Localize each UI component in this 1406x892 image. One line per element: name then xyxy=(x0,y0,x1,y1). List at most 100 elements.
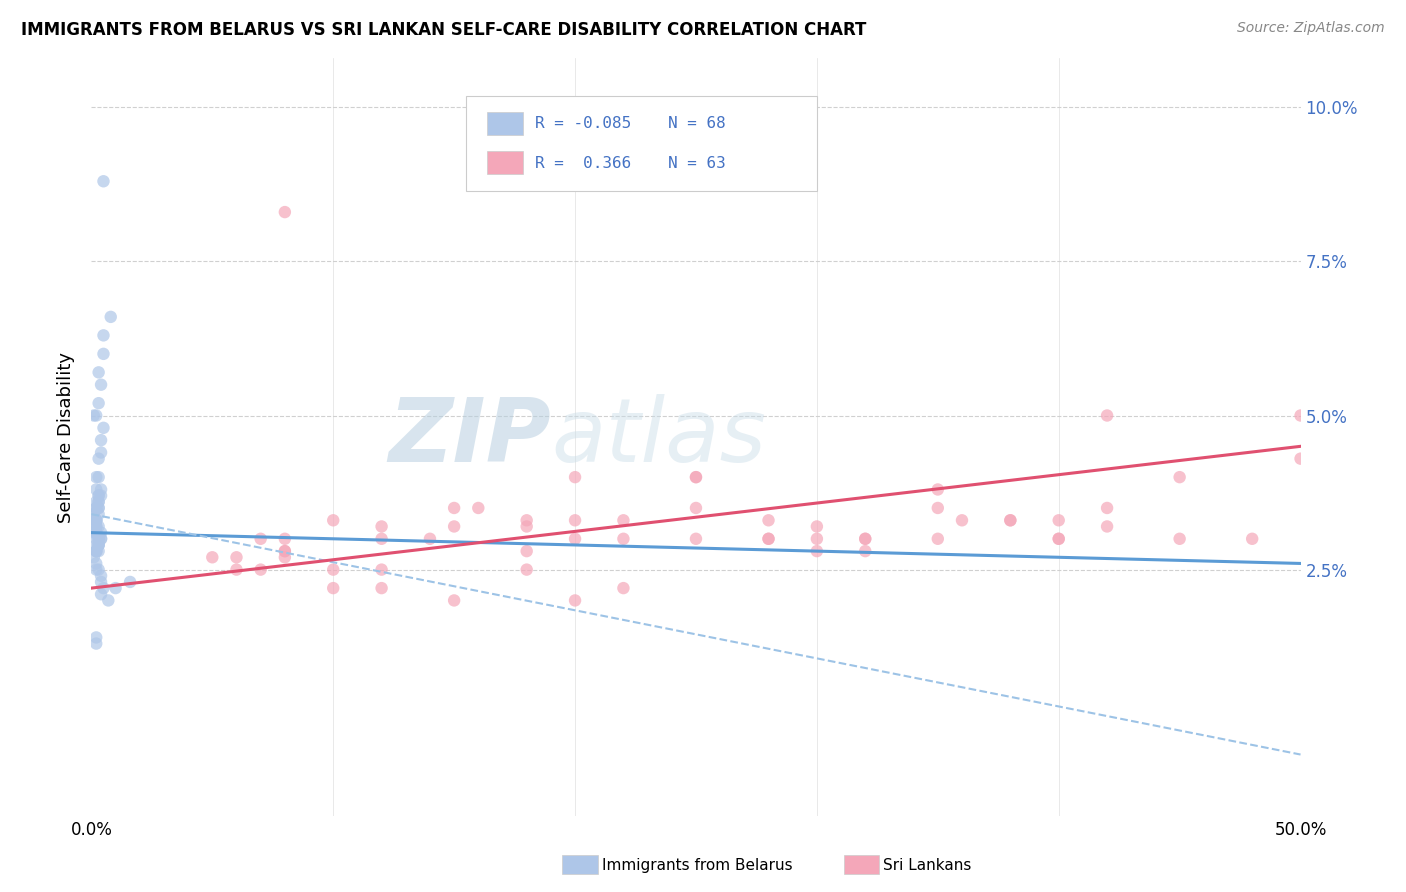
Point xyxy=(87,500,110,515)
Point xyxy=(853,544,876,558)
Point xyxy=(201,550,224,565)
Point xyxy=(84,532,107,546)
Point xyxy=(83,409,105,423)
Point xyxy=(516,544,538,558)
Point xyxy=(516,519,538,533)
Point xyxy=(927,532,949,546)
Point xyxy=(87,495,110,509)
Point xyxy=(1289,451,1312,466)
Bar xyxy=(486,152,523,174)
Point xyxy=(516,563,538,577)
Point xyxy=(84,538,107,552)
Point xyxy=(685,470,707,484)
Point xyxy=(685,470,707,484)
Point xyxy=(370,563,392,577)
Point xyxy=(87,507,110,521)
Point xyxy=(93,581,115,595)
Point xyxy=(564,532,586,546)
Point xyxy=(84,513,107,527)
Point xyxy=(1047,532,1070,546)
Point xyxy=(84,519,107,533)
Point xyxy=(927,483,949,497)
Point xyxy=(806,519,828,533)
Point xyxy=(90,489,112,503)
Point xyxy=(370,519,392,533)
Text: Immigrants from Belarus: Immigrants from Belarus xyxy=(602,858,793,872)
Point xyxy=(87,519,110,533)
Text: atlas: atlas xyxy=(551,394,766,480)
Point xyxy=(84,637,107,651)
Point xyxy=(758,532,780,546)
Point xyxy=(87,495,110,509)
Point xyxy=(87,451,110,466)
Point xyxy=(93,328,115,343)
Point xyxy=(443,519,465,533)
Point xyxy=(612,513,634,527)
Point xyxy=(87,489,110,503)
Point xyxy=(84,544,107,558)
Point xyxy=(274,544,297,558)
Point xyxy=(950,513,973,527)
Point xyxy=(467,500,489,515)
Point xyxy=(84,500,107,515)
Point xyxy=(1168,470,1191,484)
Point xyxy=(87,538,110,552)
Point xyxy=(322,581,344,595)
Point xyxy=(84,525,107,540)
Point xyxy=(90,377,112,392)
Point xyxy=(84,563,107,577)
Point xyxy=(93,347,115,361)
Point xyxy=(1095,409,1118,423)
Point xyxy=(87,470,110,484)
Point xyxy=(90,587,112,601)
Point xyxy=(758,513,780,527)
Point xyxy=(100,310,122,324)
Text: Sri Lankans: Sri Lankans xyxy=(883,858,972,872)
Text: Source: ZipAtlas.com: Source: ZipAtlas.com xyxy=(1237,21,1385,35)
Point xyxy=(84,631,107,645)
Point xyxy=(685,500,707,515)
Point xyxy=(83,507,105,521)
Point xyxy=(806,532,828,546)
Point xyxy=(83,507,105,521)
Point xyxy=(87,500,110,515)
Point xyxy=(90,445,112,459)
Point xyxy=(322,513,344,527)
Point xyxy=(1289,409,1312,423)
Text: IMMIGRANTS FROM BELARUS VS SRI LANKAN SELF-CARE DISABILITY CORRELATION CHART: IMMIGRANTS FROM BELARUS VS SRI LANKAN SE… xyxy=(21,21,866,38)
Point xyxy=(87,538,110,552)
Point xyxy=(853,532,876,546)
Point xyxy=(612,581,634,595)
Point xyxy=(564,593,586,607)
Point xyxy=(1047,532,1070,546)
Point xyxy=(93,174,115,188)
Point xyxy=(274,205,297,219)
Point xyxy=(443,500,465,515)
Point xyxy=(1000,513,1022,527)
Point xyxy=(370,532,392,546)
Point xyxy=(516,513,538,527)
Point xyxy=(84,483,107,497)
Text: R =  0.366: R = 0.366 xyxy=(536,156,631,171)
Point xyxy=(84,544,107,558)
Point xyxy=(90,532,112,546)
Point xyxy=(84,513,107,527)
Point xyxy=(87,365,110,379)
Point xyxy=(853,532,876,546)
Point xyxy=(97,593,120,607)
Point xyxy=(87,544,110,558)
Text: ZIP: ZIP xyxy=(388,393,551,481)
Point xyxy=(87,563,110,577)
Point xyxy=(93,421,115,435)
Point xyxy=(84,544,107,558)
Point xyxy=(84,557,107,571)
Text: R = -0.085: R = -0.085 xyxy=(536,117,631,131)
Point xyxy=(225,550,247,565)
Point xyxy=(87,532,110,546)
Point xyxy=(1095,500,1118,515)
Point xyxy=(87,489,110,503)
Text: N = 63: N = 63 xyxy=(668,156,725,171)
Point xyxy=(90,568,112,582)
Point xyxy=(927,500,949,515)
Point xyxy=(84,409,107,423)
